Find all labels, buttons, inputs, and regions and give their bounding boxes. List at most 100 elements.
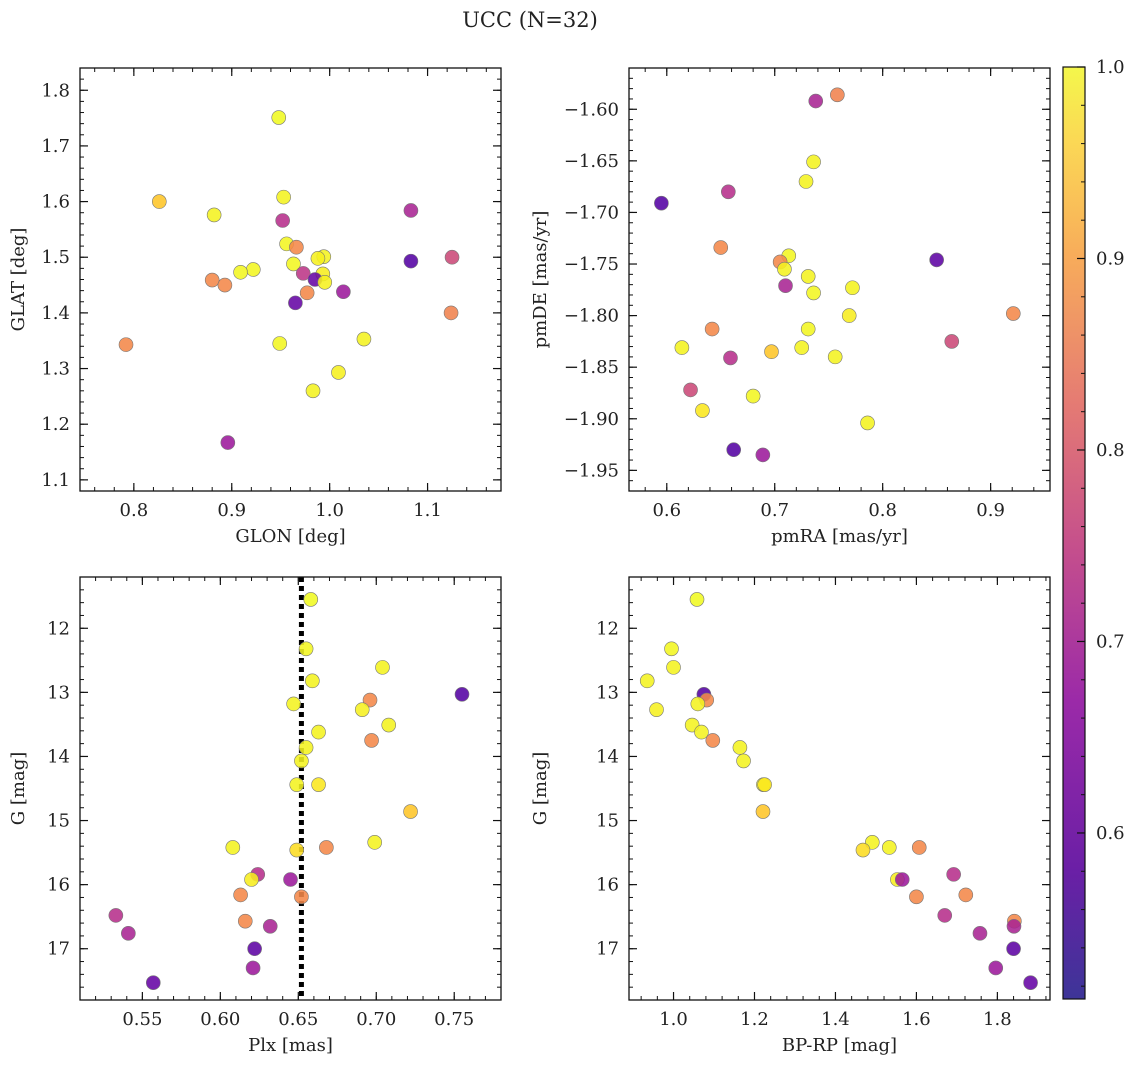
scatter-point: [757, 777, 772, 792]
scatter-point: [988, 960, 1004, 976]
scatter-point: [808, 93, 824, 109]
panels: 0.8 0.9 1.0 1.1 1.1 1.2 1.3 1.4 1.5 1.6 1.7 1.8 GLON…: [8, 67, 1051, 1056]
scatter-point: [145, 975, 161, 990]
scatter-point: [704, 321, 720, 337]
scatter-point: [881, 840, 897, 855]
x-tick-label: 0.8: [120, 500, 149, 521]
y-tick-label: 14: [596, 746, 619, 767]
y-tick-label: 16: [47, 875, 70, 896]
x-tick-label: 0.6: [652, 500, 681, 521]
x-tick-label: 1.0: [659, 1009, 688, 1030]
scatter-point: [118, 337, 134, 352]
figure-title: UCC (N=32): [462, 8, 598, 32]
scatter-point: [298, 740, 314, 755]
scatter-point: [666, 660, 681, 675]
scatter-point: [798, 174, 814, 189]
scatter-point: [713, 240, 729, 255]
y-axis-label: G [mag]: [8, 752, 29, 825]
y-tick-label: −1.85: [564, 357, 619, 378]
scatter-point: [855, 842, 871, 858]
scatter-point: [247, 941, 262, 957]
y-tick-label: 15: [47, 811, 70, 832]
scatter-point: [294, 753, 309, 769]
scatter-point: [800, 269, 816, 284]
scatter-point: [806, 154, 821, 170]
scatter-point: [244, 872, 259, 887]
scatter-point: [108, 908, 124, 923]
scatter-point: [946, 867, 961, 882]
scatter-point: [674, 340, 690, 355]
scatter-point: [286, 256, 301, 272]
scatter-point: [860, 415, 875, 431]
scatter-point: [732, 740, 748, 755]
y-tick-label: −1.65: [564, 151, 619, 172]
scatter-point: [806, 285, 821, 301]
scatter-point: [289, 777, 305, 792]
x-tick-label: 0.9: [217, 500, 246, 521]
x-tick-label: 1.0: [315, 500, 344, 521]
scatter-point: [745, 388, 761, 404]
y-tick-label: −1.80: [564, 306, 619, 327]
y-tick-label: 1.7: [41, 136, 70, 157]
y-tick-label: 1.6: [41, 192, 70, 213]
scatter-point: [909, 889, 924, 905]
scatter-point: [911, 840, 927, 855]
scatter-point: [937, 908, 953, 923]
scatter-point: [827, 349, 843, 365]
scatter-panel-3: 0.55 0.60 0.65 0.70 0.75 12 13 14 15 16 17 Plx [mas…: [8, 576, 502, 1056]
scatter-point: [755, 804, 771, 819]
y-tick-label: −1.70: [564, 202, 619, 223]
scatter-point: [1023, 975, 1038, 990]
x-tick-label: 0.55: [122, 1009, 162, 1030]
scatter-point: [237, 913, 253, 929]
scatter-point: [356, 331, 372, 347]
y-tick-label: 15: [596, 811, 619, 832]
y-tick-label: 13: [596, 682, 619, 703]
scatter-point: [736, 753, 751, 769]
scatter-point: [403, 203, 419, 218]
scatter-point: [289, 239, 304, 255]
y-tick-label: 16: [596, 875, 619, 896]
y-tick-label: 1.2: [41, 414, 70, 435]
scatter-point: [233, 264, 248, 280]
x-tick-label: 1.6: [902, 1009, 931, 1030]
scatter-point: [294, 889, 309, 905]
scatter-point: [283, 872, 298, 887]
y-tick-label: −1.90: [564, 409, 619, 430]
x-tick-label: 0.60: [200, 1009, 240, 1030]
x-tick-label: 0.8: [868, 500, 897, 521]
scatter-point: [664, 641, 679, 657]
scatter-point: [929, 252, 944, 268]
y-tick-label: 17: [596, 939, 619, 960]
scatter-point: [152, 194, 167, 209]
scatter-point: [121, 926, 136, 941]
scatter-point: [275, 213, 290, 228]
scatter-point: [317, 274, 333, 290]
scatter-point: [639, 673, 655, 689]
y-tick-label: −1.95: [564, 460, 619, 481]
scatter-point: [354, 702, 370, 717]
y-tick-label: 1.1: [41, 470, 70, 491]
scatter-point: [367, 835, 383, 850]
colorbar-gradient: [1062, 66, 1086, 1000]
x-tick-label: 1.2: [740, 1009, 769, 1030]
x-axis-label: pmRA [mas/yr]: [771, 526, 908, 547]
x-tick-label: 0.9: [976, 500, 1005, 521]
scatter-point: [689, 592, 705, 607]
scatter-point: [403, 804, 418, 819]
plot-frame: [628, 576, 1051, 1001]
x-tick-label: 1.1: [413, 500, 442, 521]
y-tick-label: 14: [47, 746, 70, 767]
y-tick-label: 12: [47, 618, 70, 639]
scatter-point: [364, 733, 379, 748]
scatter-point: [649, 702, 664, 717]
scatter-point: [1006, 941, 1021, 957]
scatter-panel-1: 0.8 0.9 1.0 1.1 1.1 1.2 1.3 1.4 1.5 1.6 1.7 1.8 GLON…: [8, 67, 502, 547]
scatter-point: [305, 673, 320, 689]
scatter-point: [288, 295, 303, 311]
scatter-point: [311, 777, 326, 792]
scatter-point: [286, 696, 301, 712]
scatter-point: [800, 321, 816, 337]
scatter-point: [654, 195, 669, 211]
